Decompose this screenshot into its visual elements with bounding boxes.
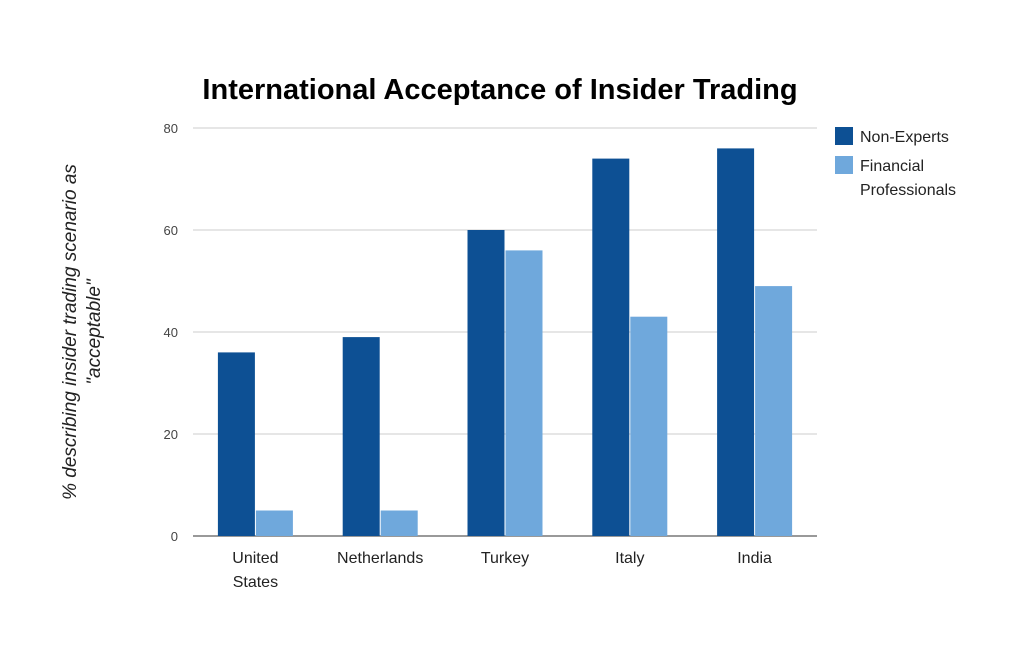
y-tick-label: 40	[164, 325, 178, 340]
bar	[505, 250, 543, 536]
legend-label: Financial Professionals	[860, 158, 956, 199]
y-tick-label: 60	[164, 223, 178, 238]
x-tick-label: India	[737, 550, 772, 567]
legend-item: Financial Professionals	[835, 156, 956, 199]
y-axis-label-line: % describing insider trading scenario as	[60, 164, 81, 500]
x-tick-label: Netherlands	[337, 550, 423, 567]
legend-item: Non-Experts	[835, 127, 949, 146]
x-tick-label: United States	[232, 550, 278, 591]
bar	[755, 286, 793, 536]
x-tick-label: Italy	[615, 550, 644, 567]
y-axis-label: % describing insider trading scenario as…	[60, 164, 105, 500]
bar	[217, 352, 255, 536]
y-axis-label-line: "acceptable"	[84, 278, 105, 385]
legend-label-line: Professionals	[860, 182, 956, 199]
legend-swatch	[835, 156, 853, 174]
x-tick-label-line: States	[233, 574, 278, 591]
bars	[217, 148, 793, 536]
legend-label-line: Financial	[860, 158, 924, 175]
bar	[255, 510, 293, 536]
x-tick-label: Turkey	[481, 550, 529, 567]
x-tick-label-line: United	[232, 550, 278, 567]
bar	[717, 148, 755, 536]
x-tick-label-line: Turkey	[481, 550, 529, 567]
y-tick-label: 0	[171, 529, 178, 544]
bar	[630, 316, 668, 536]
bar	[380, 510, 418, 536]
x-tick-label-line: Italy	[615, 550, 644, 567]
y-axis-ticks: 0 20 40 60 80	[164, 121, 178, 544]
legend-label: Non-Experts	[860, 129, 949, 146]
x-tick-label-line: India	[737, 550, 772, 567]
bar	[467, 230, 505, 536]
chart-title: International Acceptance of Insider Trad…	[202, 74, 797, 106]
x-tick-label-line: Netherlands	[337, 550, 423, 567]
bar	[592, 158, 630, 536]
legend: Non-Experts Financial Professionals	[835, 127, 956, 199]
legend-label-line: Non-Experts	[860, 129, 949, 146]
chart-title-text: International Acceptance of Insider Trad…	[202, 74, 797, 106]
y-axis-label-text: % describing insider trading scenario as…	[60, 164, 105, 500]
bar	[342, 337, 380, 536]
y-tick-label: 20	[164, 427, 178, 442]
gridlines	[193, 127, 817, 537]
legend-swatch	[835, 127, 853, 145]
x-axis-ticks: United States Netherlands Turkey Italy India	[232, 550, 772, 591]
y-tick-label: 80	[164, 121, 178, 136]
